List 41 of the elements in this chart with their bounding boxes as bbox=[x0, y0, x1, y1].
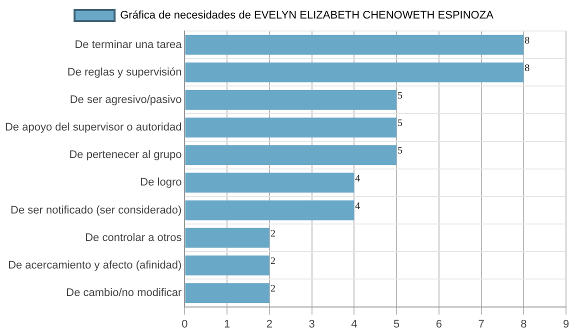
bar bbox=[185, 118, 397, 138]
x-tick-label: 0 bbox=[182, 318, 188, 330]
bar bbox=[185, 256, 270, 276]
data-label: 5 bbox=[398, 118, 403, 130]
y-tick-label: De controlar a otros bbox=[85, 232, 182, 244]
y-tick-label: De terminar una tarea bbox=[74, 38, 183, 51]
y-tick-label: De logro bbox=[140, 176, 182, 189]
y-tick-label: De acercamiento y afecto (afinidad) bbox=[8, 259, 182, 272]
data-label: 2 bbox=[270, 284, 276, 295]
x-tick-label: 7 bbox=[478, 318, 484, 330]
data-label: 5 bbox=[398, 146, 403, 157]
y-tick-label: De pertenecer al grupo bbox=[69, 149, 182, 162]
bar bbox=[185, 200, 354, 220]
data-label: 4 bbox=[355, 200, 360, 212]
data-label: 4 bbox=[355, 173, 360, 184]
x-tick-label: 5 bbox=[393, 318, 400, 330]
bar bbox=[185, 228, 270, 248]
x-tick-label: 6 bbox=[436, 318, 442, 330]
data-label: 8 bbox=[524, 62, 530, 74]
data-label: 2 bbox=[270, 228, 276, 240]
x-tick-label: 4 bbox=[351, 318, 358, 330]
y-tick-label: De apoyo del supervisor o autoridad bbox=[4, 122, 182, 134]
data-label: 5 bbox=[398, 90, 403, 102]
y-tick-label: De reglas y supervisión bbox=[67, 66, 182, 78]
bar bbox=[185, 90, 397, 110]
x-tick-label: 1 bbox=[224, 318, 230, 330]
legend-label: Gráfica de necesidades de EVELYN ELIZABETH CHENOWETH ESPINOZA bbox=[120, 10, 494, 22]
y-tick-label: De ser agresivo/pasivo bbox=[70, 94, 182, 106]
data-label: 8 bbox=[524, 35, 530, 46]
x-tick-label: 8 bbox=[520, 318, 527, 330]
bar bbox=[185, 145, 397, 166]
bar bbox=[185, 283, 270, 303]
bar bbox=[185, 62, 524, 82]
y-tick-label: De cambio/no modificar bbox=[66, 287, 182, 300]
bar bbox=[185, 172, 354, 193]
x-tick-label: 2 bbox=[266, 318, 273, 330]
data-label: 2 bbox=[270, 256, 276, 268]
x-tick-label: 9 bbox=[562, 318, 570, 330]
x-tick-label: 3 bbox=[308, 318, 315, 330]
bar bbox=[185, 34, 524, 55]
y-tick-label: De ser notificado (ser considerado) bbox=[10, 204, 182, 216]
